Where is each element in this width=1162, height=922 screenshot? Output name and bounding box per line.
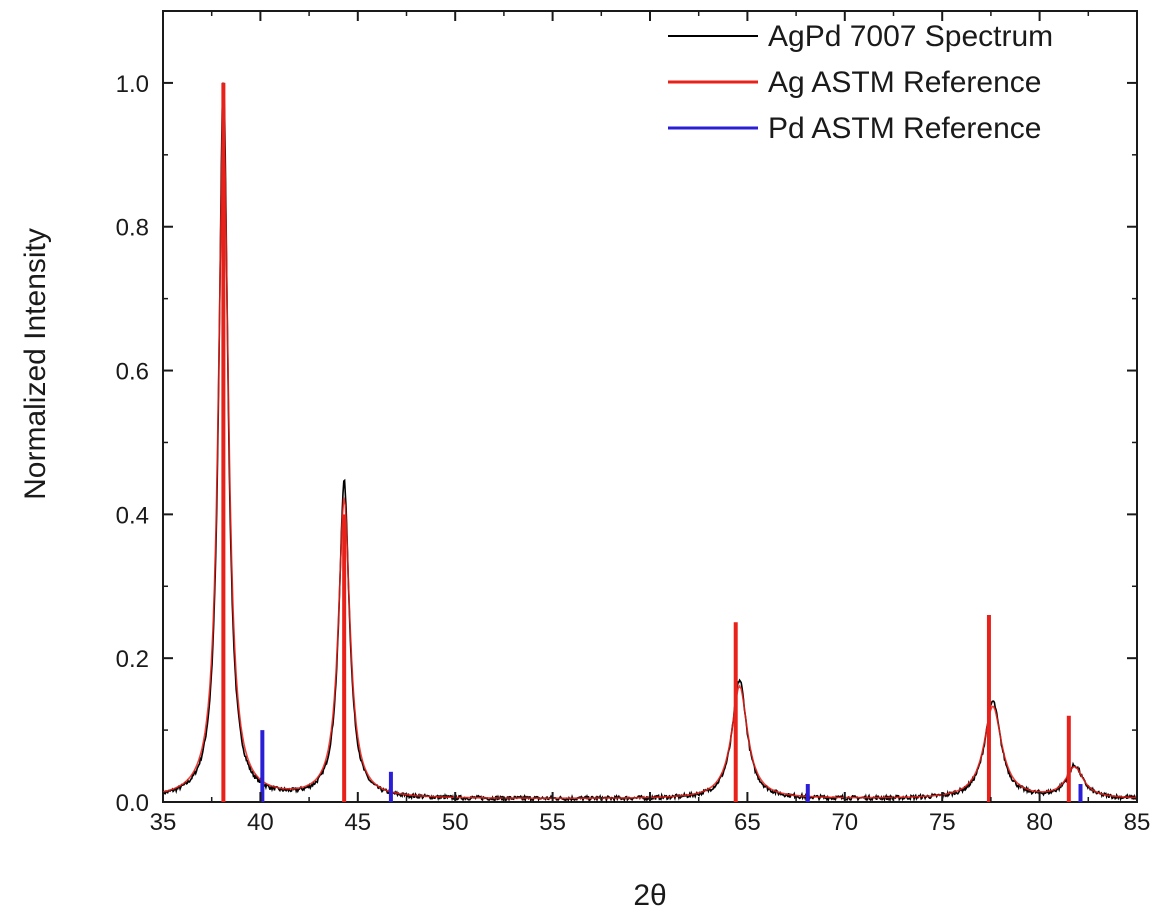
x-tick-label: 35 [150,809,177,836]
x-axis-title: 2θ [633,879,666,912]
y-tick-label: 0.2 [116,646,149,673]
x-tick-label: 80 [1026,809,1053,836]
y-tick-label: 0.8 [116,215,149,242]
x-tick-label: 40 [247,809,274,836]
y-tick-label: 0.0 [116,790,149,817]
axes-layer: 35 40 45 50 55 60 65 70 75 80 85 0.0 0.2 0.4 0.6 0.8 1.0 [116,10,1151,836]
x-tick-label: 65 [734,809,761,836]
x-tick-label: 50 [442,809,469,836]
y-tick-label: 0.4 [116,502,149,529]
x-tick-label: 55 [539,809,566,836]
sticks-layer [221,82,1083,802]
y-tick-label: 1.0 [116,71,149,98]
y-axis-title: Normalized Intensity [19,228,52,500]
x-tick-label: 60 [637,809,664,836]
legend-label: Ag ASTM Reference [768,66,1041,99]
legend-label: AgPd 7007 Spectrum [768,20,1053,53]
x-tick-label: 85 [1124,809,1151,836]
legend-label: Pd ASTM Reference [768,112,1041,145]
legend: AgPd 7007 Spectrum Ag ASTM Reference Pd AS… [668,20,1053,145]
x-tick-label: 70 [831,809,858,836]
x-tick-label: 75 [929,809,956,836]
y-tick-label: 0.6 [116,359,149,386]
x-tick-label: 45 [344,809,371,836]
